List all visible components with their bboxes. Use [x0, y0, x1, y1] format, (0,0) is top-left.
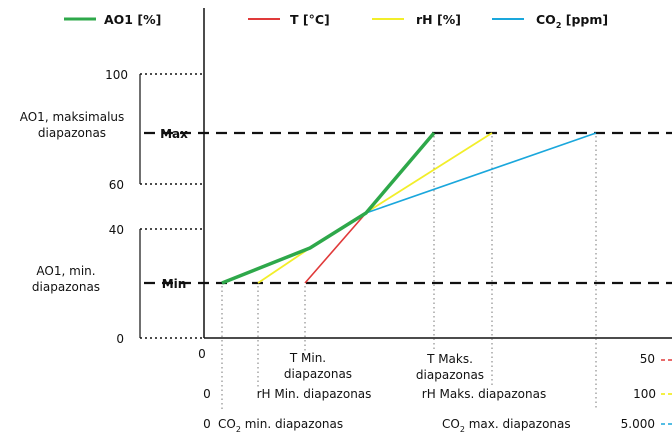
t-max-label-line2: diapazonas: [416, 368, 484, 382]
range-drop-lines: [221, 136, 597, 410]
y-tick-guides: [140, 73, 204, 339]
y-tick-0: 0: [116, 332, 124, 346]
min-range-label-line2: diapazonas: [32, 280, 100, 294]
t-max-label-line1: T Maks.: [426, 352, 473, 366]
min-label: Min: [162, 277, 187, 291]
y-tick-100: 100: [105, 68, 128, 82]
co2-scale-end: 5.000: [621, 417, 655, 431]
t-min-label-line2: diapazonas: [284, 367, 352, 381]
min-range-label-line1: AO1, min.: [36, 264, 95, 278]
rh-min-label: rH Min. diapazonas: [257, 387, 372, 401]
rh-max-label: rH Maks. diapazonas: [422, 387, 546, 401]
t-scale-end: 50: [640, 352, 655, 366]
max-label: Max: [160, 127, 188, 141]
rh-zero-label: 0: [203, 387, 211, 401]
legend-ao1-label: AO1 [%]: [104, 12, 161, 27]
co2-max-label: CO2 max. diapazonas: [442, 417, 571, 434]
legend-rh-label: rH [%]: [416, 12, 461, 27]
rh-curve: [257, 132, 493, 284]
co2-min-label: CO2 min. diapazonas: [218, 417, 343, 434]
co2-zero-label: 0: [203, 417, 211, 431]
legend-t-label: T [°C]: [290, 12, 330, 27]
max-range-label-line1: AO1, maksimalus: [20, 110, 125, 124]
y-tick-60: 60: [109, 178, 124, 192]
y-tick-40: 40: [109, 223, 124, 237]
t-min-label-line1: T Min.: [289, 351, 326, 365]
max-range-label-line2: diapazonas: [38, 126, 106, 140]
legend: AO1 [%] T [°C] rH [%] CO2 [ppm]: [64, 12, 608, 30]
rh-scale-end: 100: [633, 387, 656, 401]
x-origin-label: 0: [198, 347, 206, 361]
legend-co2-label: CO2 [ppm]: [536, 12, 608, 30]
ao1-curve: [221, 131, 436, 285]
